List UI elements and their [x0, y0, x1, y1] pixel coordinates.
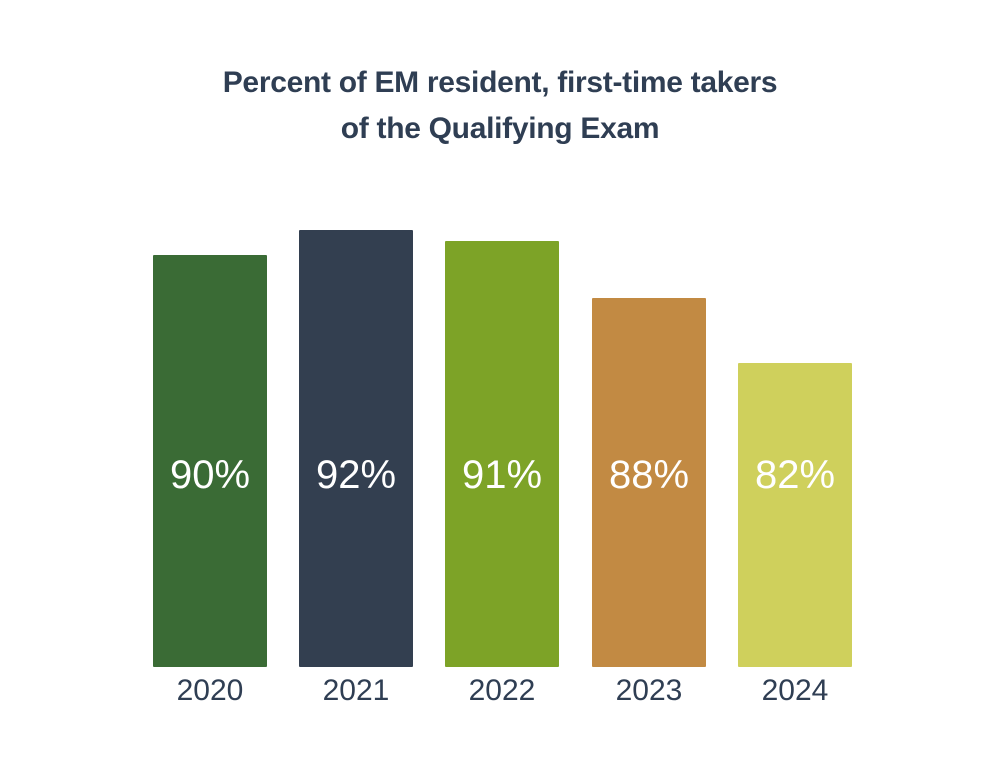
bar-2023: 88%	[592, 298, 706, 667]
bar-value-label-2021: 92%	[315, 453, 397, 497]
x-tick-label-2020: 2020	[176, 674, 244, 707]
bar-value-label-2022: 91%	[461, 453, 543, 497]
bar-value-label-2023: 88%	[608, 453, 690, 497]
bar-value-label-2024: 82%	[754, 453, 836, 497]
chart-title: Percent of EM resident, first-time taker…	[0, 60, 1000, 152]
x-tick-label-2023: 2023	[615, 674, 683, 707]
bar-2021: 92%	[299, 230, 413, 667]
chart-title-line1: Percent of EM resident, first-time taker…	[222, 66, 778, 99]
bar-2024: 82%	[738, 363, 852, 667]
x-tick-label-2021: 2021	[322, 674, 390, 707]
x-tick-label-2022: 2022	[468, 674, 536, 707]
bar-value-label-2020: 90%	[169, 453, 251, 497]
bar-2022: 91%	[445, 241, 559, 667]
x-tick-label-2024: 2024	[761, 674, 829, 707]
bar-2020: 90%	[153, 255, 267, 667]
chart-title-line2: of the Qualifying Exam	[340, 112, 660, 145]
